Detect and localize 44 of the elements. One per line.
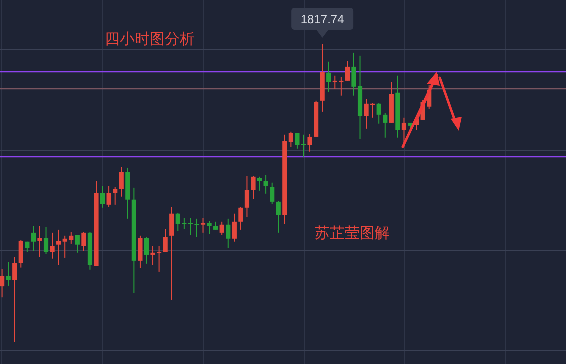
candlestick <box>0 268 5 298</box>
candlestick <box>18 240 24 268</box>
candlestick <box>376 102 382 124</box>
candlestick <box>170 206 174 300</box>
candlestick <box>232 213 237 242</box>
candlestick <box>257 176 262 192</box>
candlestick <box>326 61 332 92</box>
candlestick <box>38 226 42 258</box>
candlestick <box>194 218 200 238</box>
candlestick <box>157 246 162 272</box>
candlestick <box>308 133 312 152</box>
candlestick <box>345 60 350 82</box>
chart-title: 四小时图分析 <box>105 31 195 48</box>
candlestick <box>6 262 11 286</box>
candlestick <box>138 235 143 269</box>
candlestick <box>119 166 124 198</box>
candlestick <box>244 176 250 218</box>
candlestick <box>56 229 62 266</box>
candlestick <box>150 246 156 266</box>
candlestick <box>100 186 106 208</box>
annotation: 苏芷莹图解 <box>315 225 390 242</box>
candlestick <box>226 218 231 249</box>
candlestick <box>144 236 150 264</box>
candlestick <box>12 256 18 342</box>
candlestick <box>288 131 294 148</box>
candlestick <box>264 174 268 194</box>
candlestick <box>251 176 256 200</box>
candlestick <box>113 186 118 206</box>
candlestick <box>270 182 275 205</box>
candlestick <box>163 228 168 253</box>
candlestick <box>200 218 206 234</box>
candlestick <box>383 112 388 138</box>
candlestick <box>188 218 193 236</box>
candlestick <box>50 232 55 260</box>
candlestick <box>207 220 212 235</box>
candlestick <box>238 206 244 230</box>
candlestick <box>106 186 112 208</box>
candlestick <box>31 226 36 252</box>
candlestick <box>75 234 80 254</box>
candlestick <box>82 232 86 252</box>
candlestick <box>220 221 224 236</box>
candlestick <box>44 226 49 255</box>
annotation: 1817.74 <box>300 12 345 26</box>
candlestick <box>276 200 281 234</box>
